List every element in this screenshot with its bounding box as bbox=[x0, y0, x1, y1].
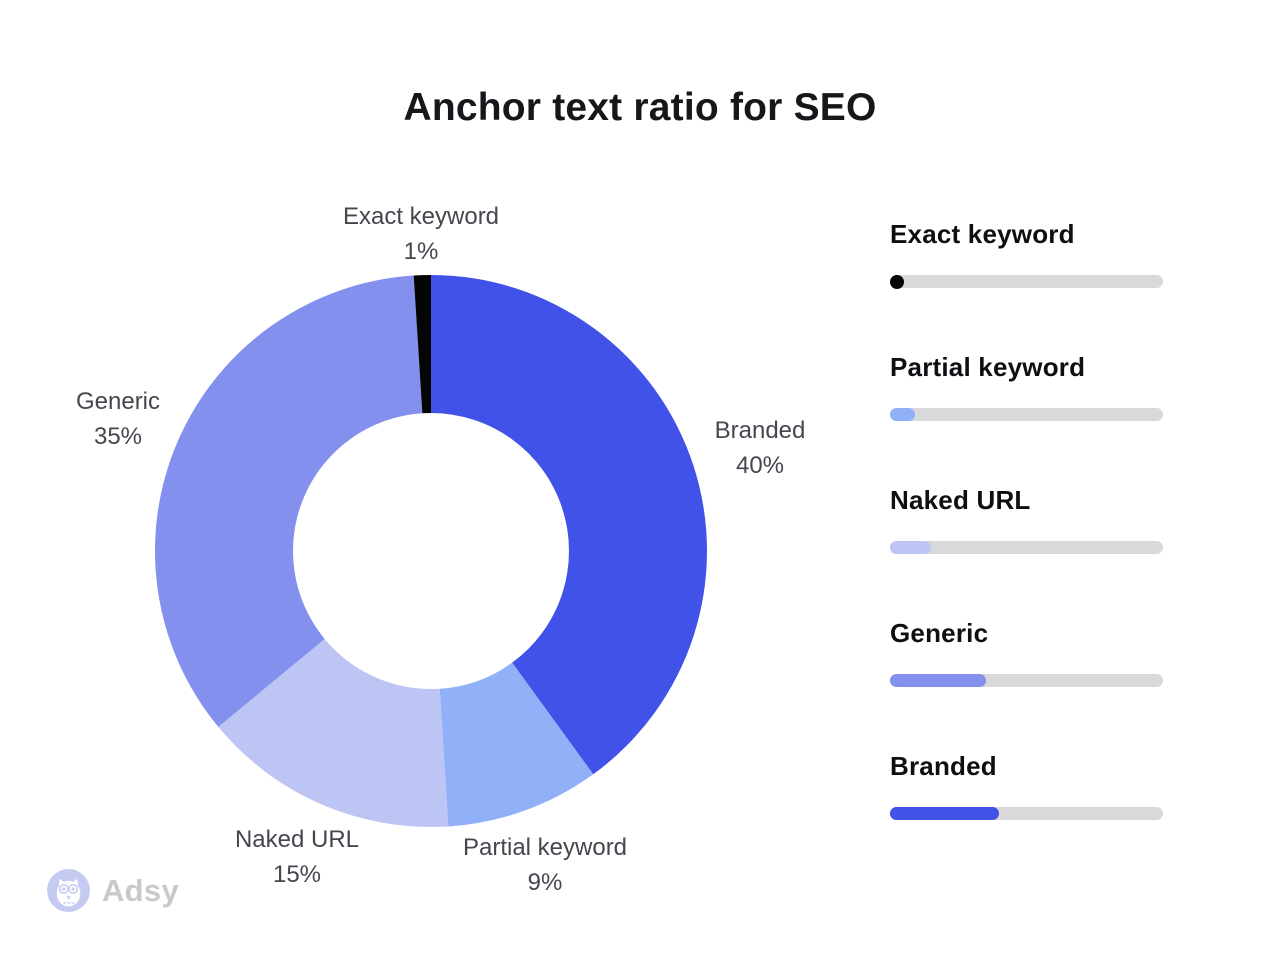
brand-footer: Adsy bbox=[46, 868, 179, 913]
legend: Exact keyword Partial keyword Naked URL … bbox=[890, 218, 1163, 883]
donut-segment-naked-url bbox=[218, 638, 449, 828]
legend-fill-generic bbox=[890, 674, 986, 687]
legend-bar-generic bbox=[890, 674, 1163, 687]
brand-name: Adsy bbox=[102, 872, 180, 908]
page-title: Anchor text ratio for SEO bbox=[403, 86, 877, 129]
legend-bar-branded bbox=[890, 807, 1163, 820]
callout-partial-keyword-label: Partial keyword bbox=[462, 834, 628, 861]
legend-item-branded: Branded bbox=[890, 750, 1163, 820]
callout-naked-url-value: 15% bbox=[272, 861, 322, 888]
legend-label-naked-url: Naked URL bbox=[890, 485, 1031, 515]
callout-exact-keyword: Exact keyword 1% bbox=[343, 199, 499, 269]
callout-generic: Generic 35% bbox=[76, 384, 160, 454]
legend-item-partial-keyword: Partial keyword bbox=[890, 351, 1163, 421]
callout-exact-keyword-value: 1% bbox=[403, 238, 439, 265]
callout-branded-label: Branded bbox=[714, 417, 806, 444]
callout-generic-value: 35% bbox=[93, 423, 143, 450]
legend-bar-naked-url bbox=[890, 541, 1163, 554]
callout-naked-url: Naked URL 15% bbox=[235, 822, 359, 892]
legend-fill-partial-keyword bbox=[890, 408, 915, 421]
legend-bar-exact-keyword bbox=[890, 274, 1163, 289]
callout-naked-url-label: Naked URL bbox=[234, 826, 360, 853]
legend-item-generic: Generic bbox=[890, 617, 1163, 687]
callout-exact-keyword-label: Exact keyword bbox=[342, 203, 500, 230]
callout-partial-keyword-value: 9% bbox=[527, 869, 563, 896]
legend-item-exact-keyword: Exact keyword bbox=[890, 218, 1163, 289]
callout-branded: Branded 40% bbox=[715, 413, 806, 483]
legend-label-exact-keyword: Exact keyword bbox=[890, 219, 1075, 249]
legend-label-branded: Branded bbox=[890, 751, 997, 781]
legend-label-generic: Generic bbox=[890, 618, 989, 648]
callout-generic-label: Generic bbox=[75, 388, 161, 415]
donut-segment-exact-keyword bbox=[413, 275, 431, 414]
legend-fill-exact-keyword bbox=[890, 274, 904, 289]
donut-chart-svg bbox=[154, 275, 708, 828]
legend-item-naked-url: Naked URL bbox=[890, 484, 1163, 554]
legend-fill-branded bbox=[890, 807, 1000, 820]
donut-segment-branded bbox=[431, 275, 708, 775]
callout-branded-value: 40% bbox=[735, 452, 785, 479]
donut-segment-partial-keyword bbox=[439, 662, 594, 827]
donut-segment-generic bbox=[154, 275, 423, 727]
callout-partial-keyword: Partial keyword 9% bbox=[463, 830, 627, 900]
legend-bar-partial-keyword bbox=[890, 408, 1163, 421]
donut-chart bbox=[151, 271, 711, 831]
legend-label-partial-keyword: Partial keyword bbox=[890, 352, 1086, 382]
adsy-owl-logo-icon bbox=[47, 869, 90, 912]
legend-fill-naked-url bbox=[890, 541, 931, 554]
